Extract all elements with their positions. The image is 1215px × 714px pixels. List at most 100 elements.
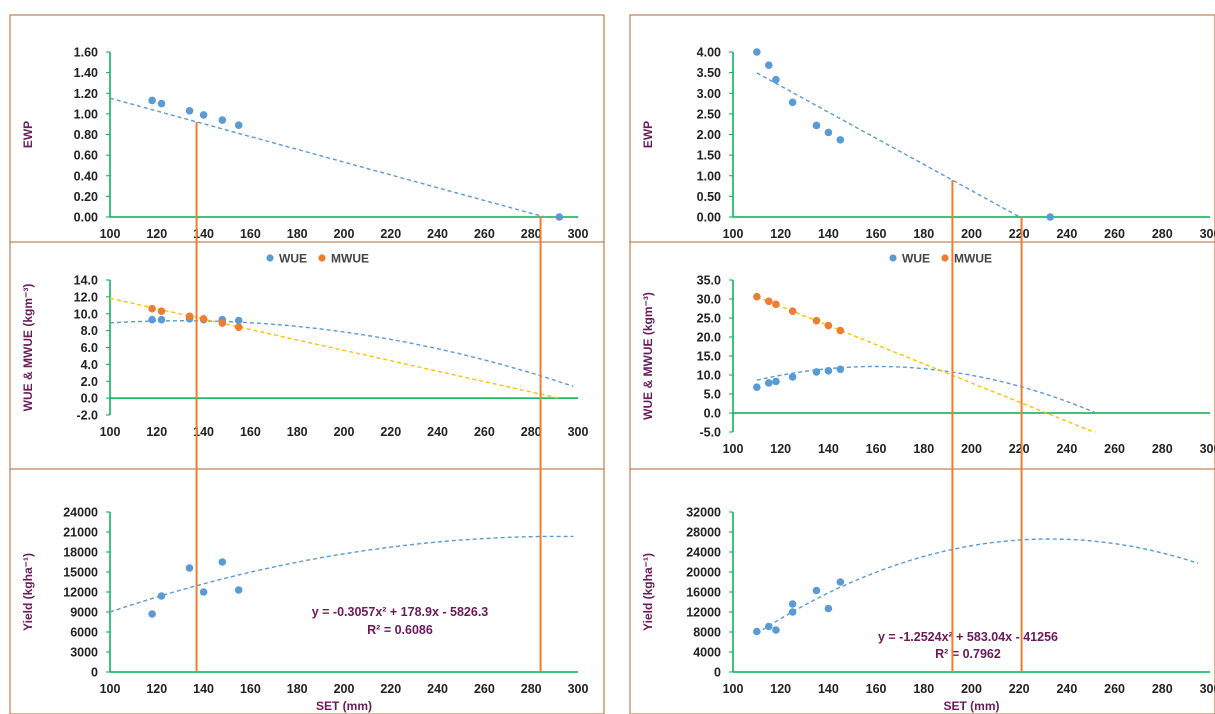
- point-wue: [824, 367, 833, 375]
- x-tick-label: 160: [866, 682, 887, 696]
- y-tick-label: 0.00: [74, 211, 98, 225]
- panel-frame: [629, 14, 1215, 714]
- y-tick-label: 21000: [63, 526, 98, 540]
- trendline-trend_wue: [109, 535, 574, 613]
- y-tick-label: 8.0: [81, 324, 98, 338]
- point-wue: [157, 592, 166, 600]
- legend-label-wue: WUE: [902, 252, 930, 266]
- y-tick-label: 1.60: [74, 46, 98, 60]
- subplot-wue: -5.0 0.0 5.0 10.0 15.0 20.0 25.0 30.0 35.0 100 120…: [641, 252, 1215, 457]
- point-wue: [812, 368, 821, 376]
- x-tick-label: 100: [100, 682, 121, 696]
- point-wue: [199, 111, 208, 119]
- y-axis-label: EWP: [21, 121, 35, 148]
- x-tick-label: 100: [100, 425, 121, 439]
- y-tick-label: 20000: [686, 566, 721, 580]
- trend-equation: y = -0.3057x² + 178.9x - 5826.3: [312, 605, 489, 619]
- y-tick-label: 1.40: [74, 66, 98, 80]
- x-tick-label: 280: [521, 682, 542, 696]
- point-wue: [218, 558, 227, 566]
- y-tick-label: 15000: [63, 566, 98, 580]
- x-tick-label: 100: [723, 442, 744, 456]
- x-tick-label: 200: [961, 442, 982, 456]
- subplot-ewp: 0.00 0.20 0.40 0.60 0.80 1.00 1.20 1.40 1.60 100 1…: [21, 46, 588, 242]
- trendline-trend_wue: [756, 538, 1199, 634]
- y-tick-label: 1.20: [74, 87, 98, 101]
- subplot-wue: -2.0 0.0 2.0 4.0 6.0 8.0 10.0 12.0 14.0 100 120 140…: [21, 252, 588, 440]
- x-tick-label: 260: [1104, 682, 1125, 696]
- x-tick-label: 100: [100, 227, 121, 241]
- x-tick-label: 300: [568, 227, 589, 241]
- point-mwue: [199, 315, 208, 323]
- y-tick-label: 0.0: [81, 392, 98, 406]
- trendline-trend_wue: [756, 365, 1096, 414]
- x-axis-label: SET (mm): [943, 699, 999, 713]
- x-tick-label: 220: [380, 425, 401, 439]
- y-axis-label: Yield (kgha⁻¹): [641, 553, 655, 631]
- point-wue: [788, 608, 797, 616]
- x-tick-label: 160: [240, 682, 261, 696]
- y-tick-label: 28000: [686, 526, 721, 540]
- point-wue: [788, 98, 797, 107]
- trend-equation: y = -1.2524x² + 583.04x - 41256: [878, 630, 1058, 644]
- point-mwue: [234, 323, 243, 332]
- y-tick-label: 2.50: [697, 107, 721, 121]
- point-wue: [753, 627, 761, 636]
- point-wue: [185, 106, 194, 115]
- x-axis-label: SET (mm): [316, 699, 372, 713]
- y-tick-label: 1.00: [74, 107, 98, 121]
- y-axis-label: EWP: [641, 121, 655, 148]
- y-tick-label: 9000: [70, 606, 98, 620]
- x-tick-label: 260: [1104, 227, 1125, 241]
- x-tick-label: 220: [1009, 442, 1030, 456]
- x-tick-label: 300: [1200, 442, 1215, 456]
- x-tick-label: 280: [1152, 442, 1173, 456]
- point-wue: [753, 383, 761, 391]
- x-tick-label: 240: [1056, 227, 1077, 241]
- point-mwue: [148, 304, 156, 313]
- y-tick-label: 15.0: [697, 350, 721, 364]
- legend-label-mwue: MWUE: [331, 252, 369, 266]
- point-wue: [148, 610, 156, 618]
- x-tick-label: 280: [521, 227, 542, 241]
- subplot-yield: 0 4000 8000 12000 16000 20000 24000 28000 32000 1…: [641, 506, 1215, 714]
- y-axis-label: WUE & MWUE (kgm⁻³): [21, 284, 35, 412]
- x-tick-label: 300: [1200, 227, 1215, 241]
- x-tick-label: 140: [193, 682, 214, 696]
- y-tick-label: 0.60: [74, 149, 98, 163]
- point-wue: [148, 315, 156, 324]
- x-tick-label: 180: [913, 682, 934, 696]
- point-mwue: [812, 316, 821, 325]
- point-mwue: [218, 319, 227, 327]
- x-tick-label: 200: [334, 682, 355, 696]
- y-tick-label: 24000: [63, 506, 98, 520]
- y-tick-label: -2.0: [76, 409, 98, 423]
- y-tick-label: 12000: [63, 586, 98, 600]
- x-tick-label: 180: [913, 442, 934, 456]
- point-mwue: [157, 307, 166, 316]
- x-tick-label: 240: [427, 682, 448, 696]
- x-tick-label: 100: [723, 682, 744, 696]
- x-tick-label: 160: [240, 425, 261, 439]
- y-tick-label: 4.00: [697, 46, 721, 60]
- x-tick-label: 280: [1152, 227, 1173, 241]
- x-tick-label: 120: [146, 425, 167, 439]
- point-wue: [812, 121, 821, 130]
- y-tick-label: 6.0: [81, 341, 98, 355]
- x-tick-label: 100: [723, 227, 744, 241]
- trend-r-squared: R² = 0.7962: [935, 647, 1001, 661]
- x-tick-label: 180: [913, 227, 934, 241]
- y-tick-label: 0: [714, 666, 721, 680]
- point-wue: [788, 600, 797, 608]
- x-tick-label: 300: [1200, 682, 1215, 696]
- x-tick-label: 240: [427, 227, 448, 241]
- trendline-trend_wue: [109, 97, 546, 218]
- y-tick-label: -5.0: [699, 426, 721, 440]
- x-tick-label: 120: [146, 682, 167, 696]
- y-axis-label: Yield (kgha⁻¹): [21, 553, 35, 631]
- x-tick-label: 120: [146, 227, 167, 241]
- y-tick-label: 0.0: [704, 407, 721, 421]
- x-tick-label: 160: [866, 442, 887, 456]
- point-wue: [764, 622, 773, 631]
